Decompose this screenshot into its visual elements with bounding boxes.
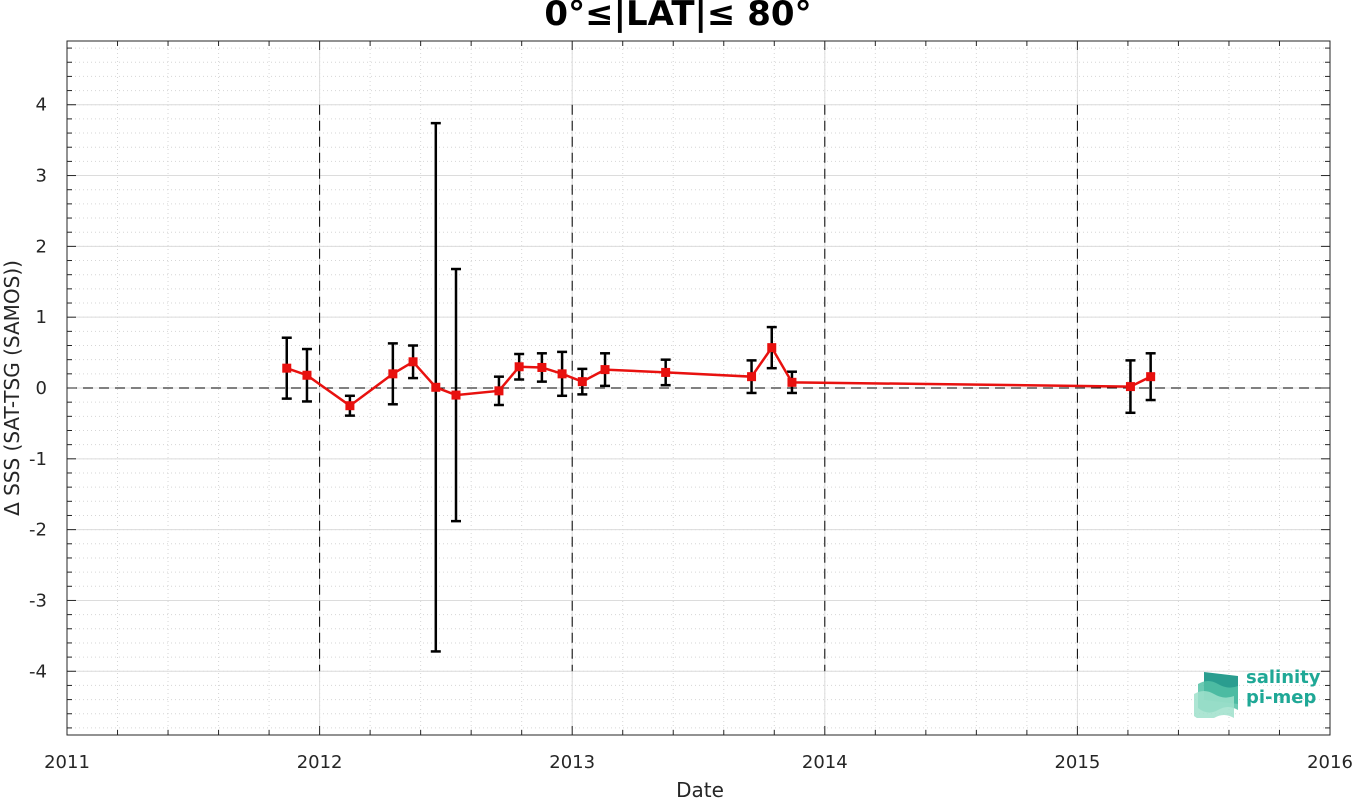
- logo-text-line2: pi-mep: [1246, 687, 1317, 708]
- grid-layer: [66, 41, 1331, 735]
- x-tick-label: 2013: [549, 752, 595, 773]
- series-line: [286, 345, 1152, 408]
- data-point: [557, 369, 567, 379]
- data-point: [577, 377, 587, 387]
- y-tick-label: 2: [36, 236, 47, 257]
- data-point: [388, 369, 398, 379]
- data-point: [451, 390, 461, 400]
- y-tick-label: -2: [29, 520, 47, 541]
- data-point: [1125, 382, 1135, 392]
- y-tick-label: -3: [29, 590, 47, 611]
- data-point: [494, 386, 504, 396]
- chart-title: 0°≤|LAT|≤ 80°: [544, 0, 812, 34]
- error-bar-layer: [281, 121, 1156, 653]
- x-axis-label: Date: [676, 778, 724, 802]
- data-point: [600, 365, 610, 375]
- y-tick-label: 3: [36, 166, 47, 187]
- year-marker-layer: [67, 104, 1330, 672]
- data-point: [1146, 372, 1156, 382]
- data-point: [345, 401, 355, 411]
- x-tick-label: 2012: [297, 752, 343, 773]
- x-tick-label: 2011: [44, 752, 90, 773]
- x-tick-label: 2015: [1054, 752, 1100, 773]
- x-tick-label: 2014: [802, 752, 848, 773]
- data-point: [514, 362, 524, 372]
- tick-label-layer: 2011 2012 2013 2014 2015 2016 -4 -3 -2 -1 0 1 2 3 4: [29, 95, 1353, 773]
- y-tick-label: -1: [29, 449, 47, 470]
- wave-logo-icon: [1194, 672, 1238, 718]
- data-point: [661, 367, 671, 377]
- logo-text: salinity pi-mep: [1246, 668, 1321, 708]
- y-tick-label: 4: [36, 95, 47, 116]
- salinity-pimep-logo: salinity pi-mep: [1194, 668, 1334, 720]
- data-point: [537, 362, 547, 372]
- y-axis-label: Δ SSS (SAT-TSG (SAMOS)): [0, 260, 24, 516]
- data-point: [747, 372, 757, 382]
- logo-text-line1: salinity: [1246, 667, 1321, 688]
- data-point: [408, 357, 418, 367]
- data-point: [431, 382, 441, 392]
- data-point: [787, 377, 797, 387]
- y-tick-label: -4: [29, 661, 47, 682]
- axes-layer: [66, 40, 1331, 736]
- data-point: [302, 370, 312, 380]
- data-point: [767, 343, 777, 353]
- x-tick-label: 2016: [1307, 752, 1353, 773]
- y-tick-label: 0: [36, 378, 47, 399]
- series-layer: [282, 343, 1156, 411]
- y-tick-label: 1: [36, 307, 47, 328]
- data-point: [282, 363, 292, 373]
